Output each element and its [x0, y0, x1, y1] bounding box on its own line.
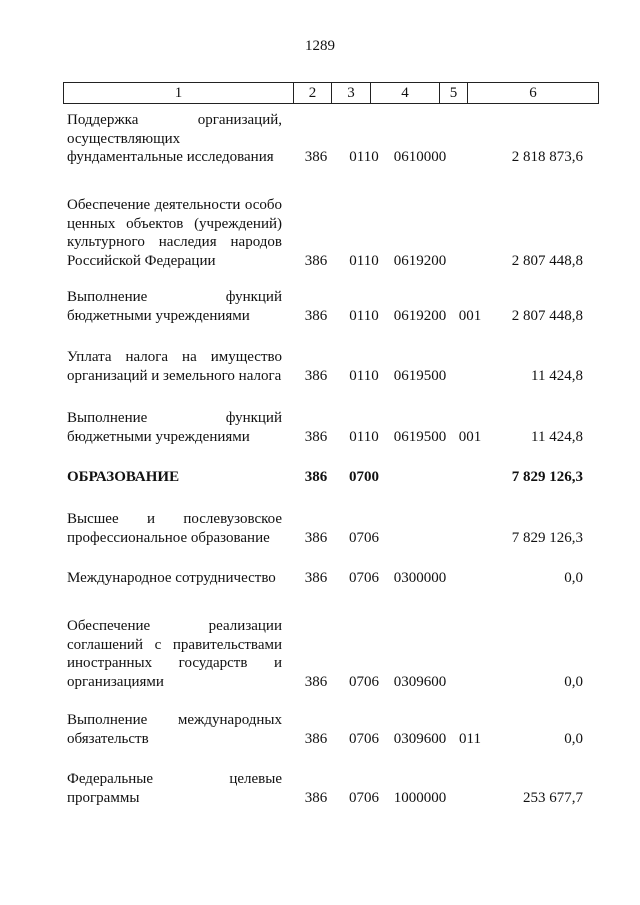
page-number: 1289: [305, 38, 335, 54]
row-col-3: 0700: [349, 469, 379, 485]
row-col-6: 2 818 873,6: [511, 149, 583, 165]
row-col-4: 1000000: [393, 789, 447, 806]
row-col-2: 386: [304, 367, 328, 384]
row-col-3: 0706: [349, 570, 379, 586]
row-label: Выполнение функций бюджетными учреждения…: [67, 289, 282, 324]
table-row: Международное сотрудничество 386 0706 03000…: [67, 569, 583, 588]
row-label: Выполнение функций бюджетными учреждения…: [67, 410, 282, 445]
row-col-2: 386: [304, 673, 328, 690]
row-col-4: 0619500: [393, 428, 447, 445]
table-header: 1 2 3 4 5 6: [63, 82, 599, 104]
row-col-3: 0110: [349, 307, 379, 324]
row-col-6: 0,0: [564, 570, 583, 586]
row-label: Международное сотрудничество: [67, 570, 276, 586]
table-row: Выполнение международных обязательств 386…: [67, 711, 583, 748]
row-col-2: 386: [304, 252, 328, 269]
row-label: Высшее и послевузовское профессиональное…: [67, 511, 282, 546]
row-col-6: 2 807 448,8: [511, 252, 583, 269]
row-col-6: 0,0: [564, 730, 583, 747]
row-col-3: 0706: [349, 789, 379, 806]
header-col-2: 2: [294, 83, 332, 103]
row-col-3: 0706: [349, 529, 379, 546]
row-label: Поддержка организаций, осуществляющих фу…: [67, 112, 282, 165]
row-col-3: 0110: [349, 252, 379, 269]
row-col-2: 386: [304, 307, 328, 324]
row-col-3: 0110: [349, 428, 379, 445]
row-label: Выполнение международных обязательств: [67, 712, 282, 747]
row-col-3: 0706: [349, 673, 379, 690]
table-row: Обеспечение деятельности особо ценных об…: [67, 196, 583, 270]
header-col-1: 1: [64, 83, 294, 103]
row-col-4: 0619500: [393, 367, 447, 384]
row-col-2: 386: [304, 149, 328, 165]
row-col-6: 7 829 126,3: [511, 529, 583, 546]
row-label: Обеспечение деятельности особо ценных об…: [67, 197, 282, 269]
row-col-4: 0300000: [393, 570, 447, 586]
table-row: Федеральные целевые программы 386 0706 1000…: [67, 770, 583, 807]
row-col-2: 386: [304, 428, 328, 445]
row-col-6: 253 677,7: [523, 789, 583, 806]
row-col-3: 0110: [349, 149, 379, 165]
row-col-4: 0309600: [393, 673, 447, 690]
table-row: Поддержка организаций, осуществляющих фу…: [67, 111, 583, 167]
header-col-3: 3: [332, 83, 371, 103]
row-label: Обеспечение реализации соглашений с прав…: [67, 618, 282, 690]
row-col-5: 001: [458, 428, 482, 445]
table-row: Выполнение функций бюджетными учреждения…: [67, 288, 583, 325]
header-col-5: 5: [440, 83, 468, 103]
row-col-4: 0610000: [393, 149, 447, 165]
row-col-5: 011: [459, 730, 481, 747]
row-col-6: 0,0: [564, 673, 583, 690]
table-row: Уплата налога на имущество организаций и…: [67, 348, 583, 385]
table-row: ОБРАЗОВАНИЕ 386 0700 7 829 126,3: [67, 468, 583, 487]
row-col-5: 001: [458, 307, 482, 324]
row-label: Федеральные целевые программы: [67, 771, 282, 806]
header-col-6: 6: [529, 85, 537, 101]
table-row: Обеспечение реализации соглашений с прав…: [67, 617, 583, 691]
row-col-2: 386: [304, 730, 328, 747]
table-row: Высшее и послевузовское профессиональное…: [67, 510, 583, 547]
table-row: Выполнение функций бюджетными учреждения…: [67, 409, 583, 446]
row-col-2: 386: [304, 570, 328, 586]
row-col-6: 11 424,8: [531, 367, 583, 384]
row-col-2: 386: [304, 789, 328, 806]
row-label: ОБРАЗОВАНИЕ: [67, 469, 180, 485]
row-label: Уплата налога на имущество организаций и…: [67, 349, 282, 384]
row-col-4: 0619200: [393, 252, 447, 269]
row-col-4: 0309600: [393, 730, 447, 747]
row-col-2: 386: [304, 469, 328, 485]
row-col-4: 0619200: [393, 307, 447, 324]
row-col-3: 0110: [349, 367, 379, 384]
row-col-6: 11 424,8: [531, 428, 583, 445]
row-col-3: 0706: [349, 730, 379, 747]
header-col-4: 4: [371, 83, 440, 103]
row-col-6: 2 807 448,8: [511, 307, 583, 324]
row-col-2: 386: [304, 529, 328, 546]
row-col-6: 7 829 126,3: [511, 469, 583, 485]
